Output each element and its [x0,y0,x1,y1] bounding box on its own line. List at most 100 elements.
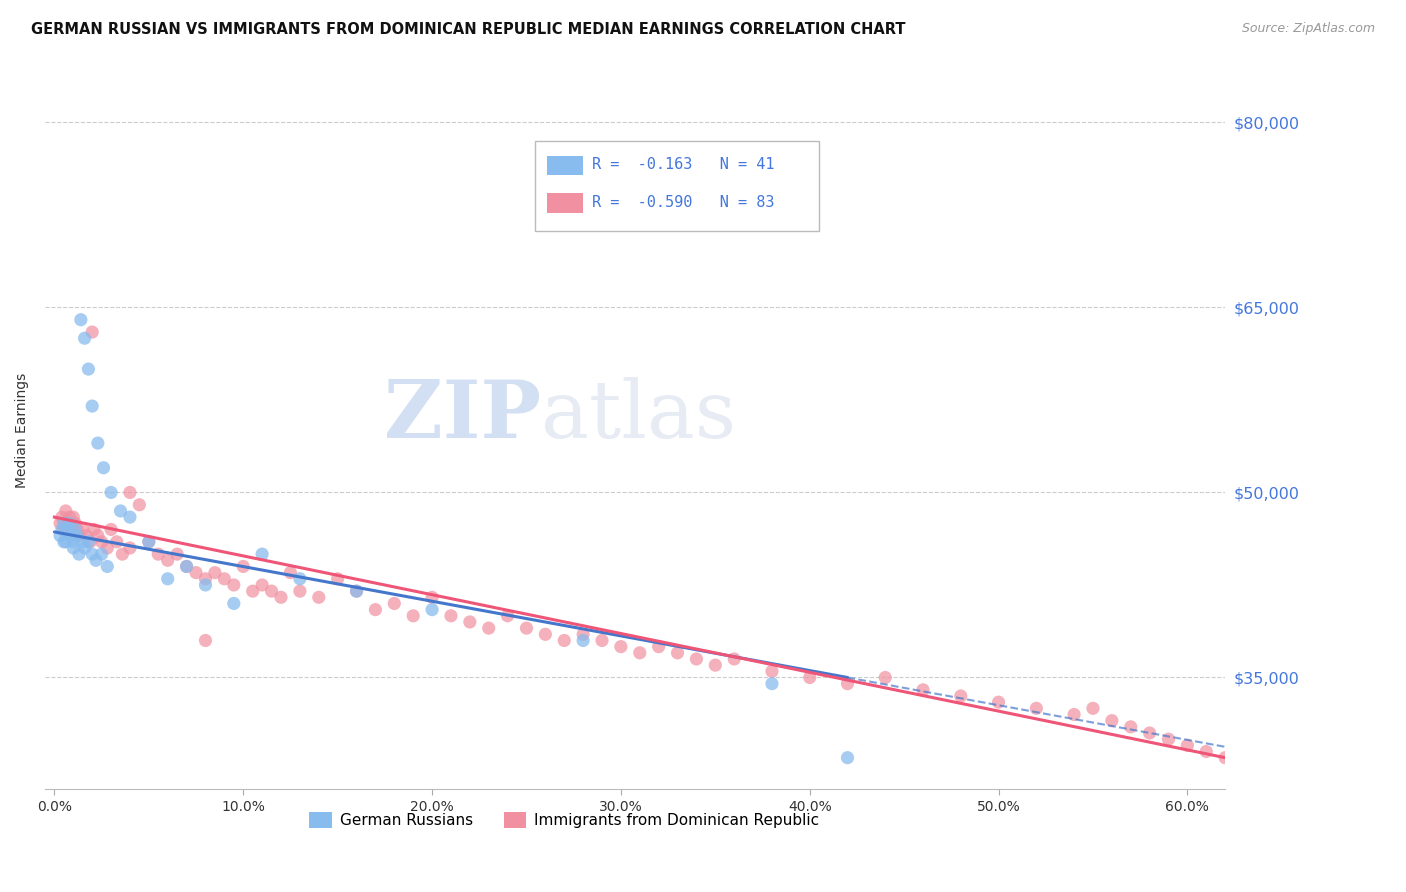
Point [63,523,86,537]
Point [194,633,217,648]
Point [496,608,519,623]
Point [222,597,245,611]
Point [52,523,75,537]
Point [77,362,100,376]
Point [194,578,217,592]
Point [87,436,110,450]
Point [184,566,207,580]
Point [949,689,972,703]
Point [270,591,292,605]
Point [96,559,118,574]
Point [138,534,160,549]
Point [1177,739,1199,753]
Text: Source: ZipAtlas.com: Source: ZipAtlas.com [1241,22,1375,36]
Point [1139,726,1161,740]
Point [52,516,75,531]
Point [1213,750,1236,764]
Point [628,646,651,660]
Point [138,534,160,549]
Point [1063,707,1085,722]
Point [60,523,83,537]
Point [56,516,79,531]
Point [194,572,217,586]
Point [911,682,934,697]
Point [111,547,134,561]
Point [250,547,273,561]
Point [214,572,236,586]
Point [67,528,90,542]
Point [90,547,112,561]
Point [100,485,122,500]
Point [288,572,311,586]
Point [402,608,425,623]
Point [148,547,170,561]
Point [288,584,311,599]
Point [93,460,115,475]
Point [66,528,89,542]
Point [1119,720,1142,734]
Point [176,559,198,574]
Point [242,584,264,599]
Text: R =  -0.163   N = 41: R = -0.163 N = 41 [592,157,775,172]
Point [118,485,141,500]
Point [420,602,443,616]
Point [232,559,254,574]
Point [761,665,783,679]
Point [166,547,188,561]
Text: GERMAN RUSSIAN VS IMMIGRANTS FROM DOMINICAN REPUBLIC MEDIAN EARNINGS CORRELATION: GERMAN RUSSIAN VS IMMIGRANTS FROM DOMINI… [31,22,905,37]
Point [250,578,273,592]
Point [128,498,150,512]
Point [326,572,349,586]
Point [837,750,859,764]
Point [73,331,96,345]
Point [478,621,501,635]
Point [837,676,859,690]
Point [73,541,96,555]
Text: atlas: atlas [541,377,735,456]
Point [987,695,1010,709]
Point [440,608,463,623]
Point [685,652,707,666]
Point [118,541,141,555]
Point [382,597,405,611]
Point [62,510,84,524]
Point [82,547,104,561]
Point [82,399,104,413]
Point [62,534,84,549]
Point [1101,714,1123,728]
Point [1081,701,1104,715]
Point [875,671,897,685]
Legend: German Russians, Immigrants from Dominican Republic: German Russians, Immigrants from Dominic… [304,806,825,835]
Point [110,504,132,518]
Point [204,566,226,580]
Point [346,584,368,599]
Point [51,523,73,537]
Point [67,547,90,561]
Point [420,591,443,605]
Text: ZIP: ZIP [384,377,541,456]
Point [118,510,141,524]
Point [1025,701,1047,715]
Point [51,510,73,524]
Point [176,559,198,574]
Point [799,671,821,685]
Point [156,553,179,567]
Point [610,640,633,654]
Point [79,534,101,549]
Point [87,528,110,542]
Point [55,534,77,549]
Point [62,541,84,555]
Point [280,566,302,580]
Point [49,516,72,531]
Point [364,602,387,616]
Point [52,534,75,549]
Point [84,553,107,567]
Point [647,640,669,654]
Point [96,541,118,555]
Point [83,523,105,537]
Point [761,676,783,690]
Point [704,658,727,673]
Point [105,534,128,549]
Y-axis label: Median Earnings: Median Earnings [15,373,30,489]
Point [553,633,575,648]
